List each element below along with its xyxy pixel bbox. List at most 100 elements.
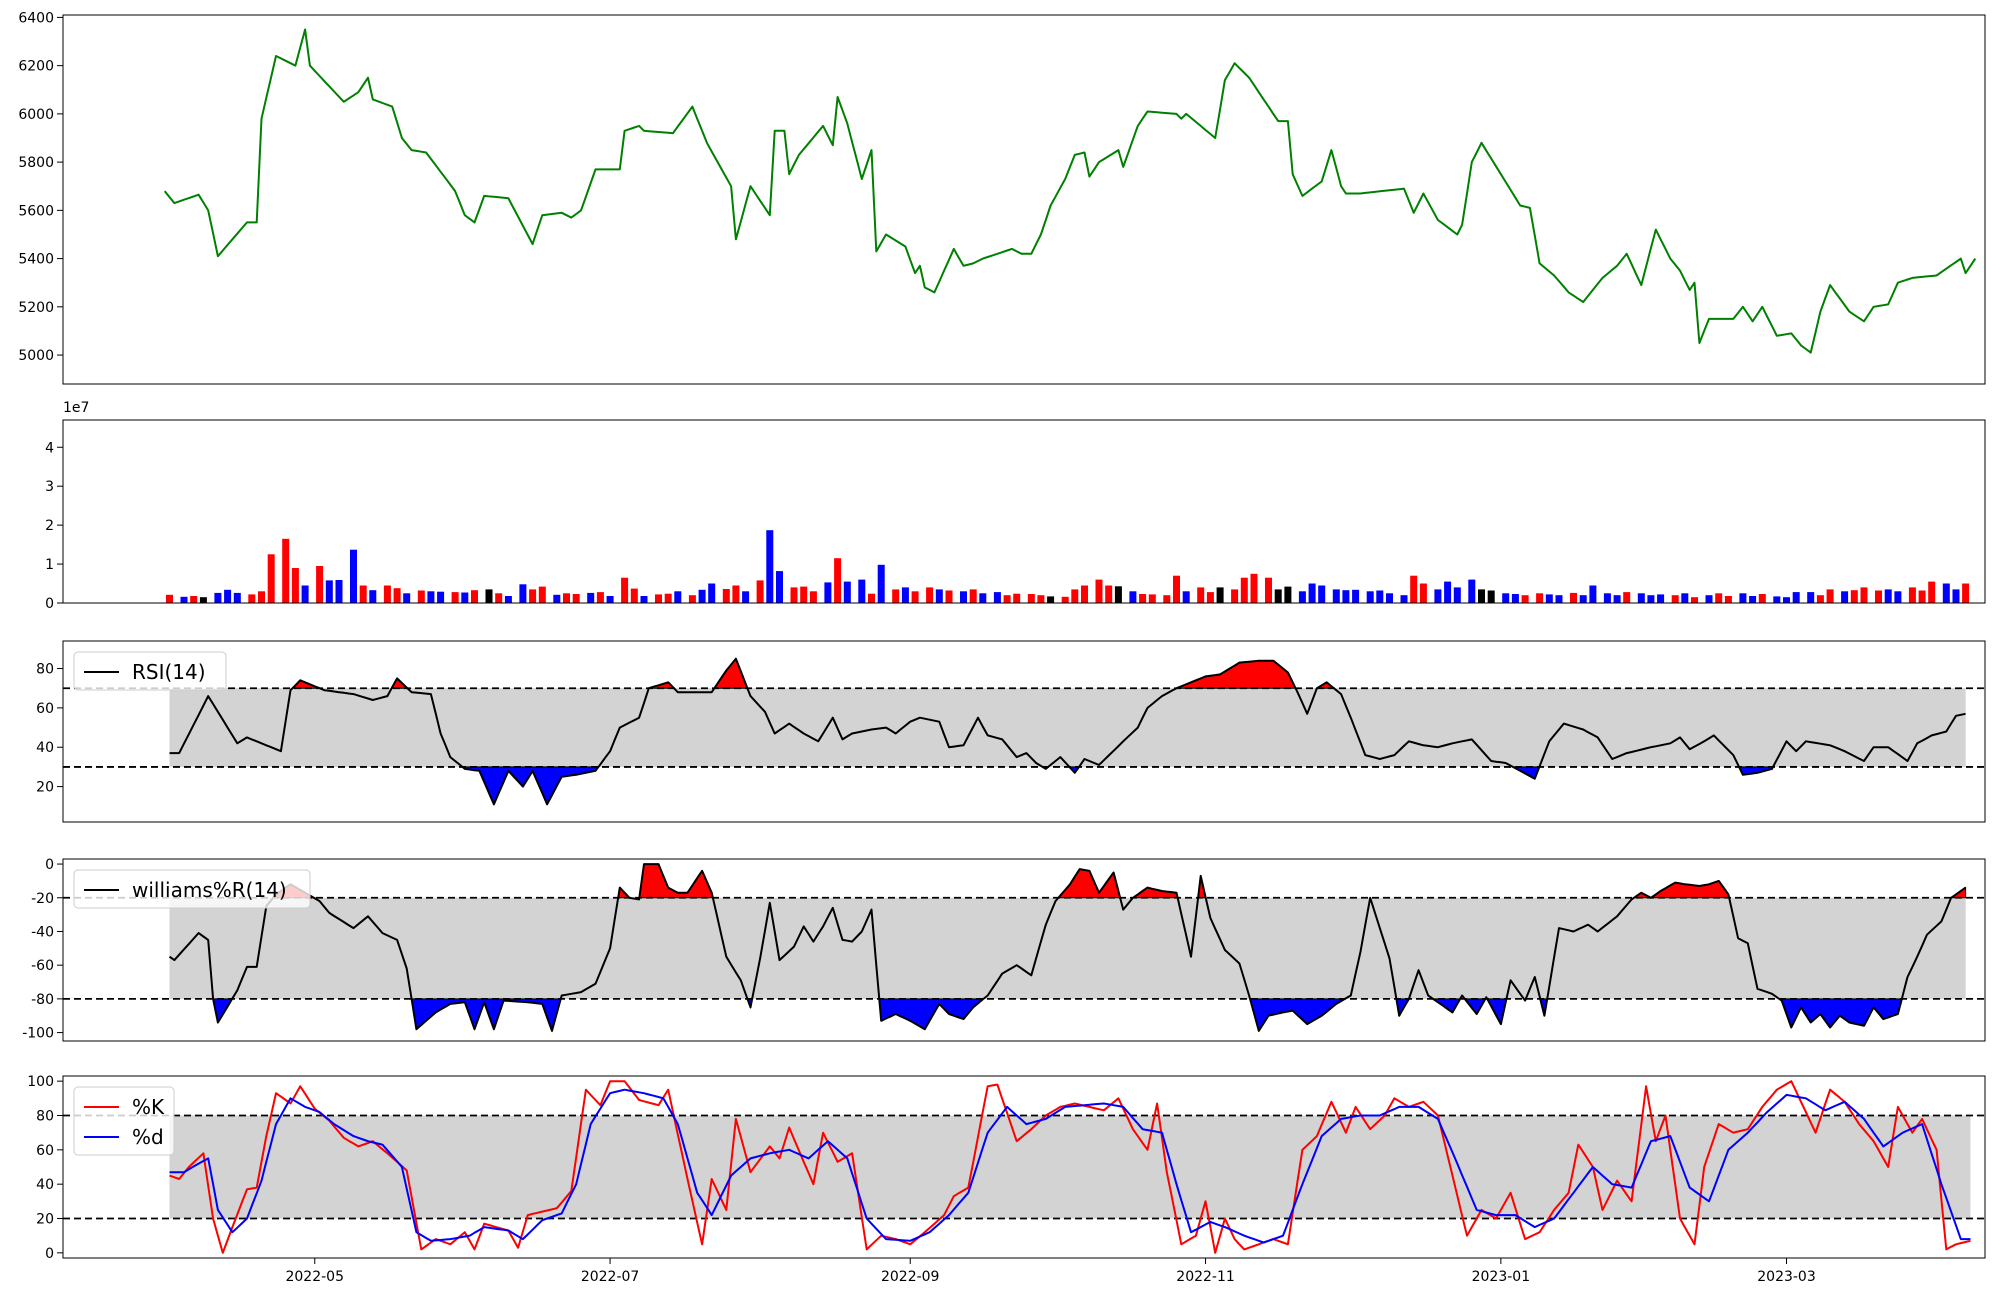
volume-bar: [1332, 589, 1340, 603]
volume-bar: [688, 595, 696, 603]
rsi-legend-box: [73, 651, 227, 691]
volume-bar: [1434, 589, 1442, 603]
volume-bar: [1807, 592, 1815, 603]
volume-bar: [1511, 594, 1519, 603]
volume-bar: [1502, 593, 1510, 603]
volume-bar: [1148, 594, 1156, 603]
price-ytick-label: 5200: [18, 300, 54, 316]
volume-bar: [1013, 593, 1021, 603]
volume-ytick-label: 4: [45, 440, 54, 456]
volume-bar: [1318, 585, 1326, 603]
volume-bar: [901, 587, 909, 603]
volume-bar: [640, 596, 648, 603]
volume-bar: [698, 589, 706, 603]
volume-bar: [461, 592, 469, 603]
volume-ytick-label: 2: [45, 518, 54, 534]
volume-bar: [1894, 591, 1902, 603]
volume-bar: [766, 530, 774, 603]
volume-bar: [1850, 590, 1858, 603]
volume-bar: [1749, 596, 1757, 603]
volume-bar: [1521, 595, 1529, 603]
volume-bar: [301, 585, 309, 603]
volume-bar: [1206, 592, 1214, 603]
williams-ytick-label: -100: [22, 1026, 54, 1042]
x-axis-tick-label: 2022-09: [881, 1269, 940, 1285]
frame-layer: [62, 14, 1986, 1259]
volume-bar: [1129, 591, 1137, 603]
rsi-ytick-label: 20: [36, 780, 54, 796]
volume-bar: [1928, 581, 1936, 603]
volume-bar: [1637, 593, 1645, 603]
volume-bar: [1671, 595, 1679, 603]
volume-bar: [1623, 592, 1631, 603]
stochastic-legend-label: %d: [132, 1125, 164, 1149]
price-ytick-label: 5800: [18, 155, 54, 171]
x-axis-tick-label: 2023-01: [1472, 1269, 1531, 1285]
volume-bar: [1792, 592, 1800, 603]
volume-bar: [504, 596, 512, 603]
volume-bar: [529, 589, 537, 603]
williams-plot-frame: [62, 858, 1986, 1042]
volume-bar: [868, 593, 875, 603]
volume-bar: [1352, 589, 1360, 603]
volume-bar: [1884, 589, 1892, 603]
price-line-series: [163, 28, 1977, 354]
volume-bar: [1952, 589, 1960, 603]
volume-bar: [1386, 593, 1393, 603]
volume-bar: [1478, 589, 1485, 603]
volume-bar: [1691, 597, 1698, 603]
volume-bar: [621, 577, 629, 603]
stochastic-d-line-series: [169, 1088, 1971, 1244]
volume-bar: [1095, 579, 1103, 603]
volume-bar: [843, 581, 851, 603]
price-ytick-label: 6000: [18, 107, 54, 123]
volume-bar: [1444, 581, 1452, 603]
stochastic-ytick-label: 100: [27, 1074, 54, 1090]
volume-bar: [834, 558, 842, 603]
volume-bar: [1962, 583, 1970, 603]
williams-neutral-band: [169, 897, 1966, 999]
rsi-ytick-label: 60: [36, 701, 54, 717]
volume-bar: [809, 591, 817, 603]
price-ytick-label: 6400: [18, 10, 54, 26]
volume-bar: [969, 589, 977, 603]
volume-bar: [282, 538, 290, 603]
volume-bar: [1579, 595, 1587, 603]
volume-bar: [1231, 589, 1239, 603]
price-ytick-label: 5000: [18, 348, 54, 364]
volume-bar: [248, 594, 256, 603]
volume-bar: [563, 593, 570, 603]
volume-bar: [824, 582, 832, 603]
volume-bar: [369, 590, 377, 603]
volume-bar: [417, 590, 425, 603]
volume-bar: [1197, 587, 1205, 603]
volume-bar: [166, 594, 173, 603]
volume-bar: [1182, 591, 1190, 603]
mark-layer: [166, 530, 1970, 603]
volume-bar: [993, 592, 1001, 603]
volume-bar: [1265, 577, 1272, 603]
x-axis-tick-label: 2022-11: [1176, 1269, 1235, 1285]
volume-bar: [1240, 577, 1248, 603]
volume-bar: [935, 589, 943, 603]
rsi-ytick-label: 80: [36, 662, 54, 678]
volume-bar: [495, 593, 503, 603]
volume-bar: [708, 583, 716, 603]
stochastic-ytick-label: 20: [36, 1212, 54, 1228]
volume-bar: [1681, 593, 1689, 603]
volume-bar: [742, 591, 750, 603]
line-layer: [63, 28, 1985, 1254]
volume-bar: [1163, 595, 1171, 603]
volume-bar: [350, 549, 357, 603]
williams-ytick-label: -80: [31, 992, 54, 1008]
volume-bar: [664, 593, 672, 603]
volume-bar: [911, 591, 919, 603]
williams-legend-label: williams%R(14): [132, 878, 287, 902]
volume-bar: [1298, 591, 1306, 603]
stochastic-neutral-band: [169, 1115, 1971, 1219]
volume-bar: [1173, 575, 1180, 603]
volume-bar: [1758, 594, 1766, 603]
volume-bar: [1705, 595, 1713, 603]
x-axis-tick-label: 2023-03: [1757, 1269, 1816, 1285]
